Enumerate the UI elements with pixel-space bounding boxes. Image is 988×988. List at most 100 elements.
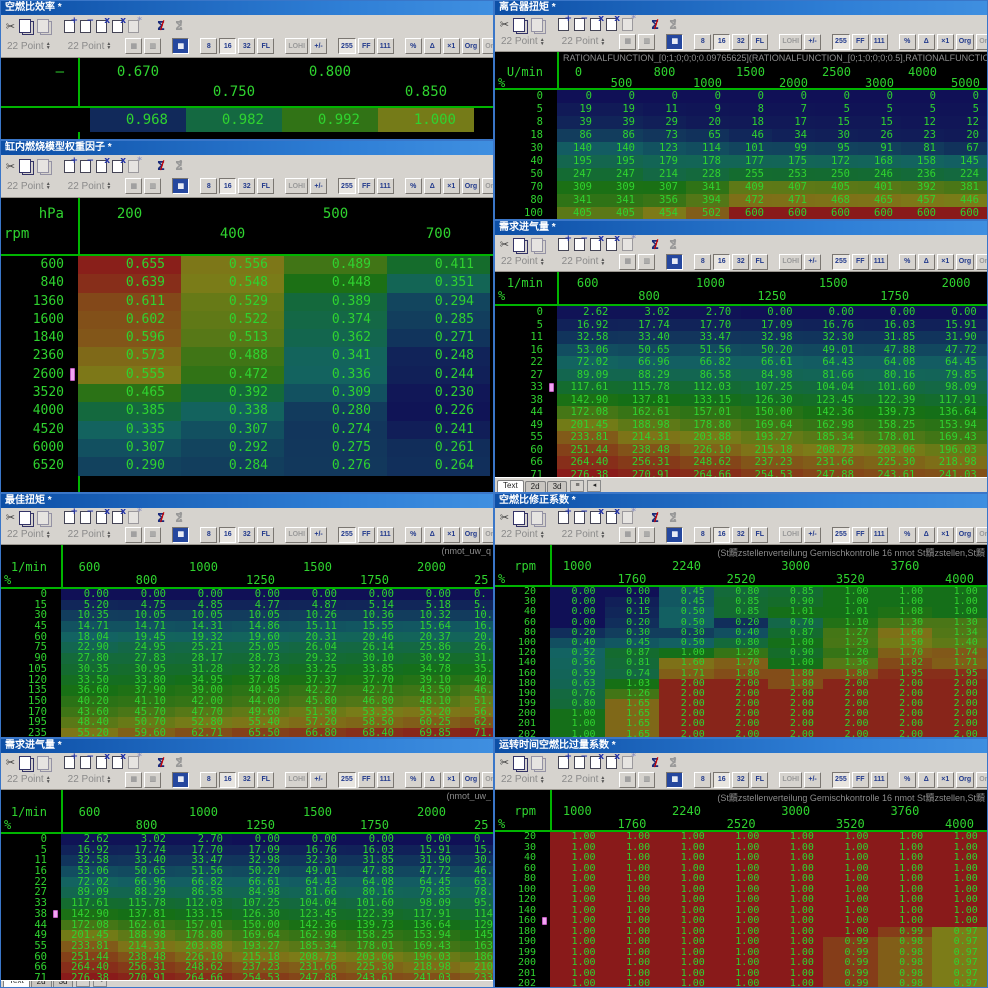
map-cell[interactable]: 1.000 — [378, 108, 474, 132]
map-cell[interactable]: 15 — [858, 116, 901, 129]
map-cell[interactable]: 179 — [643, 155, 686, 168]
map-cell[interactable]: 1.00 — [659, 926, 714, 937]
map-mult-icon[interactable]: x — [96, 16, 110, 33]
map-cell[interactable]: 214.31 — [618, 431, 680, 444]
map-cell[interactable]: 86.58 — [679, 368, 742, 381]
map-cell[interactable]: 33.80 — [118, 674, 175, 686]
sigma-slash-icon[interactable]: Σ ∕ — [156, 18, 166, 33]
map-cell[interactable]: 50.20 — [232, 866, 289, 877]
sign-icon[interactable]: +/- — [804, 33, 822, 50]
map-cell[interactable]: 50.20 — [741, 343, 803, 356]
map-cell[interactable]: 14.86 — [232, 621, 289, 632]
window-titlebar[interactable]: 空燃比修正系数 * — [495, 494, 987, 508]
map-cell[interactable]: 0.611 — [78, 292, 181, 311]
map-cell[interactable]: 0.50 — [659, 617, 714, 628]
map-cell[interactable]: 1.00 — [822, 597, 878, 608]
map-cell[interactable]: 66.80 — [289, 727, 346, 737]
view-tab-2d[interactable]: 2d — [30, 981, 52, 987]
map-cell[interactable]: 0.98 — [877, 947, 933, 958]
map-cell[interactable]: 104.04 — [802, 381, 864, 394]
original-icon[interactable]: Org — [955, 771, 975, 788]
tab-menu-icon[interactable]: ≡ — [76, 981, 91, 987]
map-cell[interactable]: 1.00 — [932, 916, 987, 927]
map-cell[interactable]: 48.40 — [61, 717, 118, 728]
map-cell[interactable]: 1.00 — [877, 832, 933, 843]
display-bin-icon[interactable]: 111 — [376, 178, 394, 194]
map-cell[interactable]: 457 — [901, 194, 944, 207]
map-cell[interactable]: 122.39 — [863, 393, 926, 406]
map-cell[interactable]: 1.40 — [932, 637, 987, 649]
map-cell[interactable]: 26. — [460, 642, 493, 654]
map-cell[interactable]: 4.77 — [232, 599, 289, 611]
map-cell[interactable]: 66.96 — [618, 356, 680, 369]
tab-scroll-left-icon[interactable]: ◂ — [93, 981, 108, 987]
map-cell[interactable]: 2.00 — [932, 729, 987, 737]
map-cell[interactable]: 25.21 — [175, 642, 232, 654]
display-dec-icon[interactable]: 255 — [832, 253, 850, 270]
map-cell[interactable]: 1.27 — [822, 627, 878, 638]
map-cell[interactable]: 0.655 — [78, 256, 181, 275]
map-cell[interactable]: 264.66 — [679, 468, 742, 477]
map-cell[interactable]: 47.72 — [925, 343, 987, 356]
map-cell[interactable]: 0.639 — [78, 274, 181, 293]
map-cell[interactable]: 1.00 — [822, 884, 878, 895]
map-cell[interactable]: 1.00 — [932, 607, 987, 618]
map-cell[interactable]: 264.66 — [175, 972, 232, 980]
map-cell[interactable]: 172 — [815, 155, 858, 168]
map-cell[interactable]: 1.00 — [877, 597, 933, 608]
map-cell[interactable]: 1.00 — [822, 853, 878, 864]
map-cell[interactable]: 1.00 — [768, 895, 823, 906]
map-cell[interactable]: 218.98 — [403, 962, 460, 973]
map-cell[interactable]: 0.292 — [181, 438, 284, 458]
map-cell[interactable]: 188.98 — [618, 418, 680, 431]
map-mult-icon[interactable]: x — [590, 752, 604, 769]
map-cell[interactable]: 2.00 — [659, 699, 714, 710]
map-cell[interactable]: 0.244 — [387, 365, 490, 385]
display-bin-icon[interactable]: 111 — [870, 771, 888, 788]
view-tab-text[interactable]: Text — [3, 981, 30, 987]
cut-icon[interactable]: ✂ — [499, 756, 510, 769]
map-cell[interactable]: 392 — [901, 181, 944, 194]
bits-float-icon[interactable]: FL — [751, 526, 769, 543]
map-cell[interactable]: 1.50 — [877, 637, 933, 649]
bits-float-icon[interactable]: FL — [257, 526, 275, 543]
map-cell[interactable]: 1.65 — [604, 729, 660, 737]
map-cell[interactable]: 2.00 — [713, 729, 769, 737]
map-cell[interactable]: 215.18 — [741, 443, 803, 456]
map-mult2-icon[interactable]: x — [112, 16, 126, 33]
byte-order-icon[interactable]: LOHI — [285, 526, 309, 543]
bits-32-icon[interactable]: 32 — [238, 526, 256, 543]
map-cell[interactable]: 27.80 — [61, 653, 118, 664]
window-titlebar[interactable]: 空燃比效率 * — [1, 1, 493, 15]
bits-32-icon[interactable]: 32 — [732, 526, 750, 543]
map-cell[interactable]: 1.00 — [713, 968, 769, 979]
map-cell[interactable]: 1.00 — [768, 968, 823, 979]
map-cell[interactable]: 5 — [815, 103, 858, 116]
map-plus-icon[interactable]: + — [64, 16, 78, 33]
map-cell[interactable]: 22.90 — [61, 642, 118, 654]
sigma-slash-icon[interactable]: Σ ∕ — [650, 509, 660, 525]
map-cell[interactable]: 1.00 — [768, 853, 823, 864]
map-cell[interactable]: 88.29 — [618, 368, 680, 381]
map-cell[interactable]: 1.00 — [713, 884, 769, 895]
map-cell[interactable]: 0.90 — [768, 597, 823, 608]
map-cell[interactable]: 1.00 — [877, 905, 933, 916]
copy-icon[interactable] — [19, 159, 31, 173]
map-cell[interactable]: 471 — [772, 194, 815, 207]
sigma-slash-icon[interactable]: Σ ∕ — [156, 509, 166, 525]
map-cell[interactable]: 32.30 — [802, 331, 864, 344]
map-cell[interactable]: 142.90 — [557, 393, 619, 406]
map-cell[interactable]: 53.06 — [61, 866, 118, 877]
map-cell[interactable]: 1.71 — [932, 658, 987, 669]
map-cell[interactable]: 0.80 — [713, 637, 769, 649]
map-cell[interactable]: 0.290 — [78, 457, 181, 476]
map-cell[interactable]: 0.00 — [550, 597, 605, 608]
display-hex-icon[interactable]: FF — [357, 526, 375, 543]
map-cell[interactable]: 1.00 — [550, 842, 605, 853]
map-cell[interactable]: 1.08 — [877, 607, 933, 618]
map-cell[interactable]: 72.02 — [557, 356, 619, 369]
map-cell[interactable]: 17.74 — [618, 318, 680, 331]
map-cell[interactable]: 201.45 — [61, 930, 118, 941]
original-icon[interactable]: Org — [955, 526, 975, 543]
display-delta-icon[interactable]: Δ — [917, 771, 935, 788]
